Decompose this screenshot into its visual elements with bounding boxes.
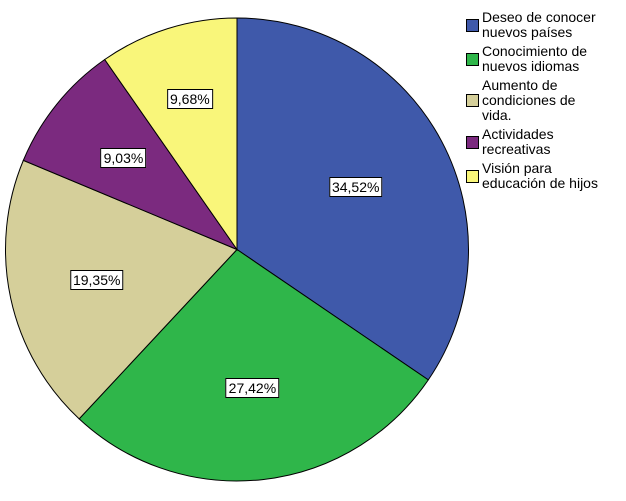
slice-label-conocimiento: 27,42% — [225, 377, 280, 398]
legend-swatch — [466, 52, 479, 66]
legend-label: Visión para educación de hijos — [482, 160, 598, 191]
legend-label: Conocimiento de nuevos idiomas — [482, 43, 588, 74]
legend-item-actividades: Actividades recreativas — [466, 127, 626, 157]
legend-swatch — [466, 135, 479, 149]
legend-label: Deseo de conocer nuevos países — [482, 9, 596, 40]
slice-label-actividades: 9,03% — [100, 147, 147, 168]
legend-item-conocimiento: Conocimiento de nuevos idiomas — [466, 44, 626, 74]
legend-swatch — [466, 18, 479, 32]
pie-slice — [104, 17, 238, 252]
pie-slice — [236, 17, 469, 381]
slice-label-deseo: 34,52% — [328, 176, 383, 197]
legend-label: Aumento de condiciones de vida. — [482, 77, 576, 123]
legend: Deseo de conocer nuevos países Conocimie… — [466, 10, 626, 195]
pie-slice — [78, 248, 430, 482]
legend-label: Actividades recreativas — [482, 126, 554, 157]
legend-item-vision: Visión para educación de hijos — [466, 161, 626, 191]
legend-swatch — [466, 94, 479, 107]
slice-label-vision: 9,68% — [167, 89, 213, 110]
legend-item-deseo: Deseo de conocer nuevos países — [466, 10, 626, 40]
pie-chart — [5, 17, 469, 482]
legend-swatch — [466, 169, 479, 183]
slice-label-aumento: 19,35% — [69, 269, 124, 290]
legend-item-aumento: Aumento de condiciones de vida. — [466, 78, 626, 123]
